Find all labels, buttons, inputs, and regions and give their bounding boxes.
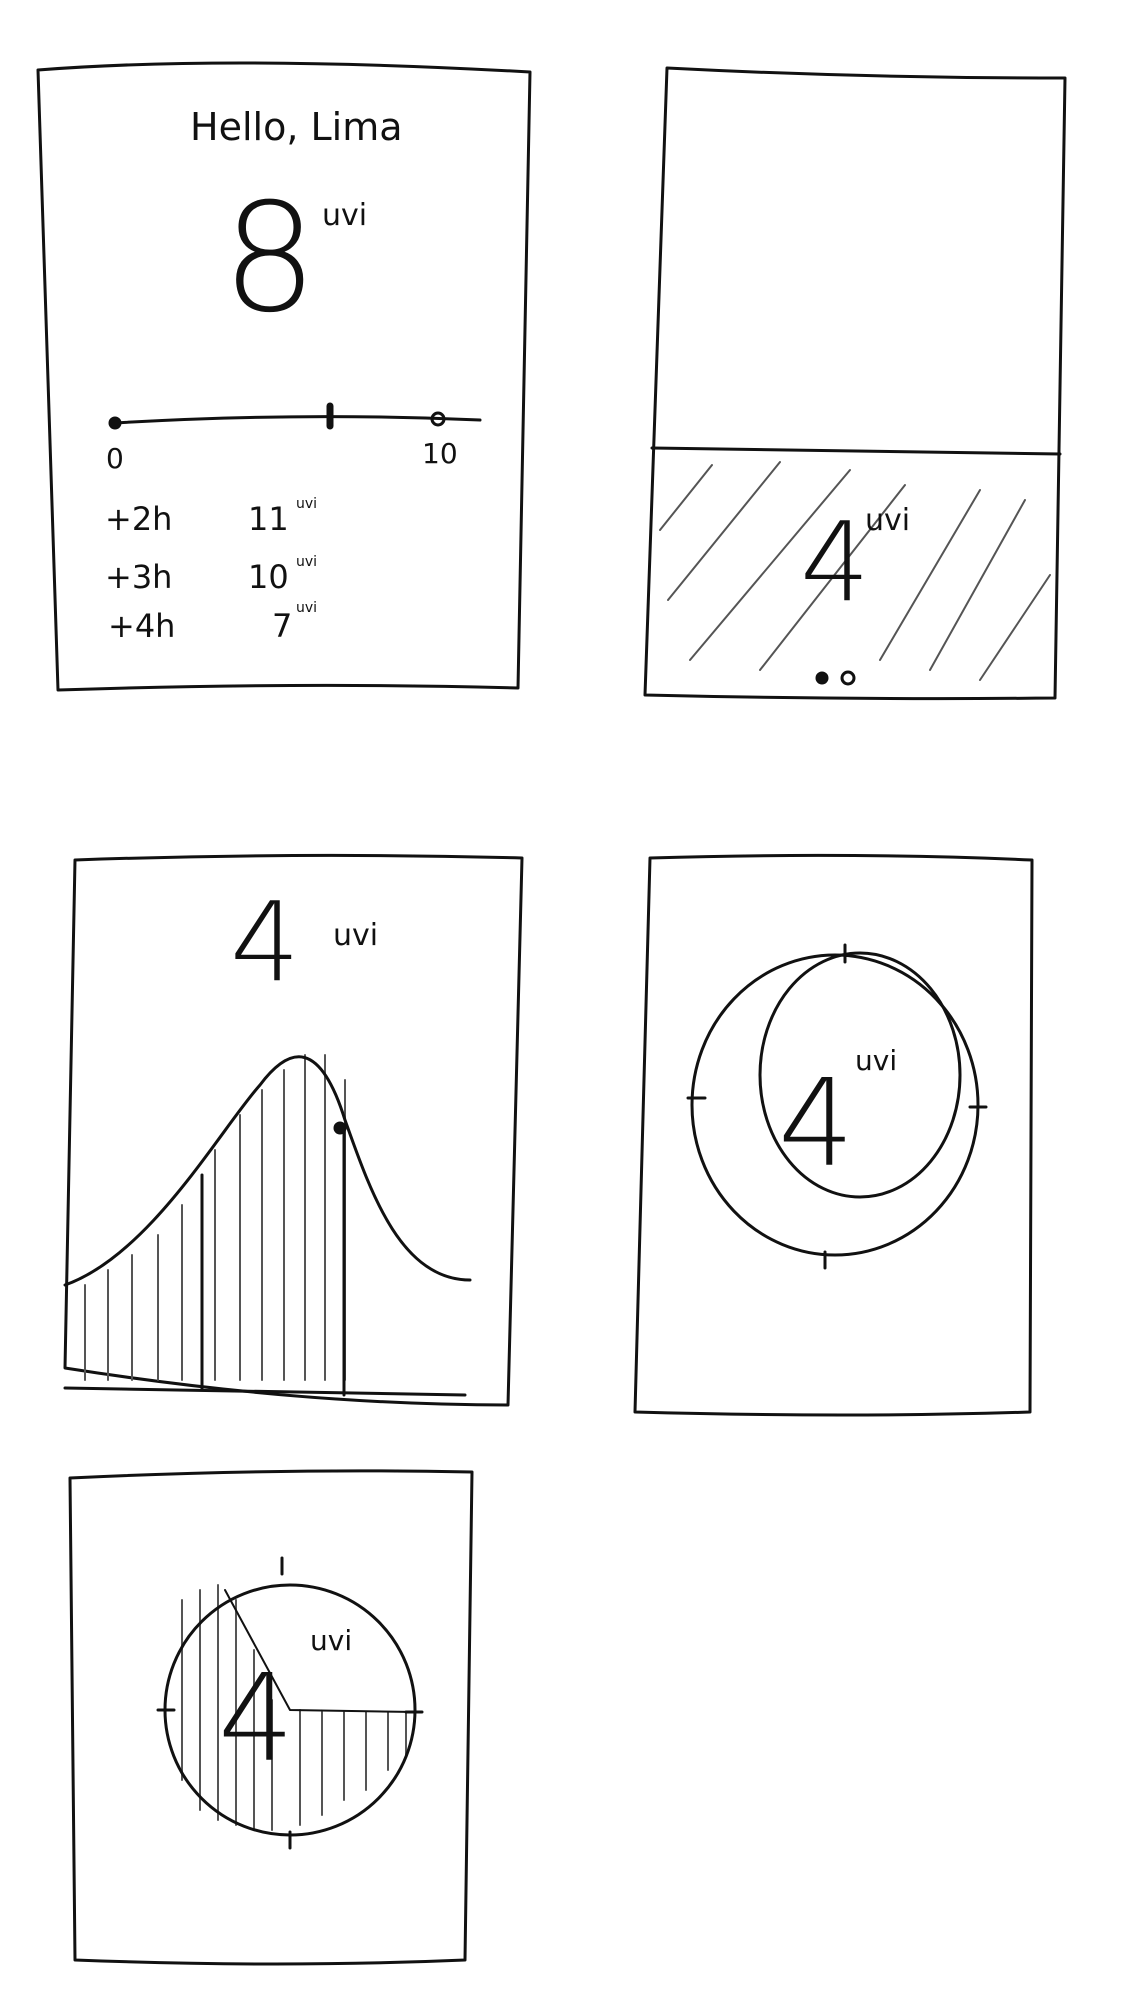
frame-3-curve-hatch [84,1054,346,1381]
frame-1-scale-max-label: 10 [422,437,458,470]
frame-3-current-point [333,1121,347,1135]
frame-1-uv-value: 8 [222,172,317,346]
forecast-offset: +3h [105,558,172,596]
frame-4-outer-ring [690,953,980,1257]
frame-1-greeting: Hello, Lima [190,105,403,149]
frame-5-border [68,1469,474,1966]
forecast-value: 10 [248,558,289,596]
forecast-offset: +4h [108,607,175,645]
frame-4-uv-unit: uvi [855,1044,897,1077]
forecast-unit: uvi [296,496,317,512]
forecast-unit: uvi [296,600,317,616]
frame-1-uv-unit: uvi [322,198,367,233]
frame-5-fill-edge [224,1589,416,1713]
frame-5-uv-unit: uvi [310,1624,352,1657]
frame-1-border [36,61,532,692]
frame-5-dial-hatch [181,1584,407,1831]
forecast-value: 7 [272,607,292,645]
frame-2-uv-value: 4 [800,498,870,626]
forecast-unit: uvi [296,554,317,570]
frame-1-scale-end-marker [430,411,446,427]
frame-4-uv-value: 4 [778,1055,854,1194]
frame-1-scale-start-marker [108,416,122,430]
page-dot-active[interactable] [815,671,829,685]
frame-1-forecast-list: +2h 11 uvi +3h 10 uvi +4h 7 uvi [105,496,317,645]
frame-3-phone: 4 uvi [63,853,524,1407]
frame-4-border [633,853,1034,1417]
frame-3-uv-curve [63,1055,472,1287]
frame-1-scale-min-label: 0 [106,442,124,475]
frame-5-phone: 4 uvi [68,1469,474,1966]
frame-4-inner-ring [758,951,962,1199]
frame-3-baseline [63,1386,467,1397]
frame-3-uv-unit: uvi [333,918,378,953]
frame-1-scale-line [113,415,482,425]
frame-4-phone: 4 uvi [633,853,1034,1417]
frame-2-phone: 4 uvi [643,66,1067,701]
forecast-value: 11 [248,500,289,538]
frame-3-uv-value: 4 [230,878,300,1006]
frame-3-border [63,853,524,1407]
frame-5-uv-value: 4 [218,1650,294,1789]
forecast-offset: +2h [105,500,172,538]
frame-1-phone: Hello, Lima 8 uvi 0 10 +2h 11 uvi +3h 10… [36,61,532,692]
frame-2-divider [650,446,1062,456]
page-dot-inactive[interactable] [840,670,856,686]
frame-2-uv-unit: uvi [865,503,910,538]
frame-2-border [643,66,1067,701]
frame-2-hatch [659,461,1051,681]
